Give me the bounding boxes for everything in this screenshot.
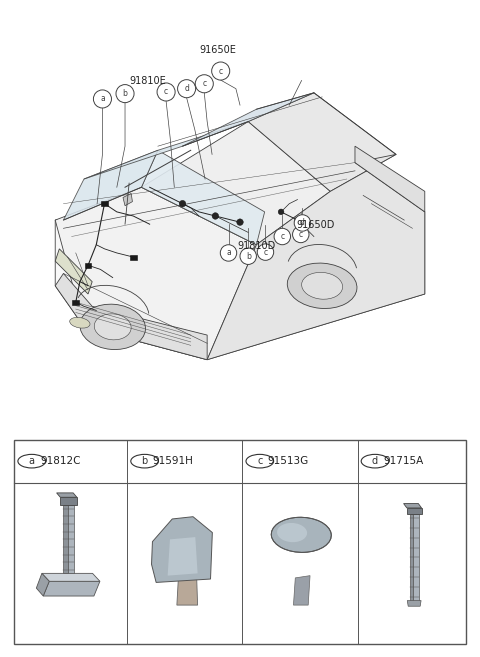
Text: 91715A: 91715A	[384, 456, 424, 466]
Circle shape	[195, 75, 213, 93]
Ellipse shape	[271, 517, 331, 553]
Polygon shape	[123, 193, 132, 206]
Text: c: c	[280, 232, 284, 241]
Circle shape	[131, 455, 158, 468]
Circle shape	[240, 248, 256, 265]
Polygon shape	[43, 581, 100, 596]
FancyBboxPatch shape	[14, 440, 466, 644]
Ellipse shape	[288, 263, 357, 309]
Text: c: c	[257, 456, 263, 466]
Ellipse shape	[301, 273, 343, 299]
Circle shape	[246, 455, 274, 468]
Text: d: d	[372, 456, 378, 466]
Circle shape	[295, 217, 300, 223]
Polygon shape	[355, 147, 425, 212]
Polygon shape	[57, 493, 77, 497]
Polygon shape	[55, 249, 92, 294]
Circle shape	[274, 229, 290, 244]
Circle shape	[257, 244, 274, 260]
Polygon shape	[293, 576, 310, 605]
Circle shape	[179, 200, 186, 207]
Circle shape	[361, 455, 389, 468]
Text: 91812C: 91812C	[40, 456, 81, 466]
Circle shape	[220, 245, 237, 261]
Text: b: b	[246, 252, 251, 261]
Polygon shape	[207, 154, 425, 360]
Circle shape	[293, 226, 309, 242]
Text: 91650E: 91650E	[199, 45, 236, 55]
Polygon shape	[55, 273, 207, 360]
Text: a: a	[29, 456, 35, 466]
FancyBboxPatch shape	[101, 201, 108, 206]
Text: b: b	[122, 89, 128, 98]
Polygon shape	[60, 497, 77, 505]
Polygon shape	[248, 93, 396, 191]
FancyBboxPatch shape	[130, 254, 136, 260]
Ellipse shape	[80, 304, 145, 350]
Polygon shape	[36, 574, 49, 596]
Polygon shape	[407, 600, 421, 606]
Polygon shape	[168, 537, 198, 576]
Polygon shape	[68, 505, 74, 574]
Ellipse shape	[277, 523, 307, 542]
Polygon shape	[142, 122, 330, 245]
Text: 91810D: 91810D	[237, 240, 276, 250]
Text: 91591H: 91591H	[153, 456, 193, 466]
Circle shape	[278, 209, 284, 215]
Polygon shape	[55, 163, 425, 360]
Polygon shape	[84, 122, 248, 179]
Text: 91810E: 91810E	[129, 76, 166, 86]
Polygon shape	[409, 514, 413, 600]
Polygon shape	[142, 150, 264, 245]
Ellipse shape	[70, 317, 90, 328]
Circle shape	[157, 83, 175, 101]
Circle shape	[116, 85, 134, 102]
Polygon shape	[177, 578, 198, 605]
Circle shape	[94, 90, 111, 108]
Text: 91513G: 91513G	[268, 456, 309, 466]
Circle shape	[18, 455, 46, 468]
FancyBboxPatch shape	[72, 300, 79, 305]
Text: d: d	[300, 219, 305, 227]
Text: b: b	[142, 456, 148, 466]
Polygon shape	[404, 503, 421, 508]
Text: d: d	[184, 84, 189, 93]
Text: c: c	[202, 79, 206, 88]
Polygon shape	[42, 574, 100, 581]
Text: c: c	[164, 87, 168, 97]
Circle shape	[178, 79, 196, 98]
Text: c: c	[264, 248, 267, 257]
Polygon shape	[55, 187, 256, 360]
FancyBboxPatch shape	[85, 263, 91, 268]
Polygon shape	[63, 505, 68, 574]
Polygon shape	[152, 516, 212, 582]
Text: a: a	[100, 95, 105, 103]
Text: c: c	[299, 230, 303, 239]
Polygon shape	[182, 93, 314, 147]
Text: a: a	[226, 248, 231, 258]
Ellipse shape	[94, 314, 131, 340]
Circle shape	[212, 213, 219, 219]
Polygon shape	[407, 508, 421, 514]
Text: c: c	[218, 66, 223, 76]
Polygon shape	[413, 514, 419, 600]
Text: 91650D: 91650D	[297, 220, 335, 230]
Polygon shape	[63, 150, 158, 220]
Circle shape	[237, 219, 243, 225]
Circle shape	[212, 62, 230, 80]
Circle shape	[294, 215, 311, 231]
